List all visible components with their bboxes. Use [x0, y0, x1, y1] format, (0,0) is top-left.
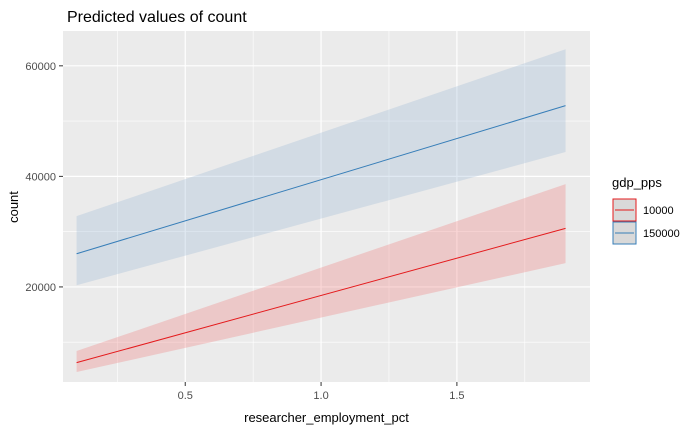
legend: gdp_pps 10000 150000 — [612, 175, 680, 245]
axes: 0.5 1.0 1.5 20000 40000 60000 — [25, 61, 464, 402]
x-axis-title: researcher_employment_pct — [244, 410, 409, 425]
y-tick-label: 40000 — [25, 171, 56, 183]
x-tick-label: 1.0 — [313, 390, 328, 402]
series-line-150000 — [76, 105, 566, 255]
series-lines — [76, 105, 566, 364]
y-tick-label: 20000 — [25, 282, 56, 294]
plot-panel — [63, 31, 590, 382]
chart-title: Predicted values of count — [67, 9, 247, 26]
y-tick-label: 60000 — [25, 61, 56, 73]
legend-label-10000: 10000 — [643, 205, 674, 217]
series-line-10000 — [76, 227, 566, 364]
confidence-band-10000 — [76, 184, 566, 373]
x-tick-label: 0.5 — [178, 390, 193, 402]
legend-item-150000: 150000 — [612, 221, 680, 245]
legend-items: 10000 150000 — [612, 198, 680, 245]
grid-lines — [63, 31, 590, 382]
legend-title: gdp_pps — [612, 175, 662, 190]
legend-item-10000: 10000 — [612, 198, 674, 222]
confidence-bands — [76, 49, 566, 373]
confidence-band-150000 — [76, 49, 566, 286]
x-tick-label: 1.5 — [449, 390, 464, 402]
legend-label-150000: 150000 — [643, 228, 680, 240]
y-axis-title: count — [6, 191, 21, 223]
